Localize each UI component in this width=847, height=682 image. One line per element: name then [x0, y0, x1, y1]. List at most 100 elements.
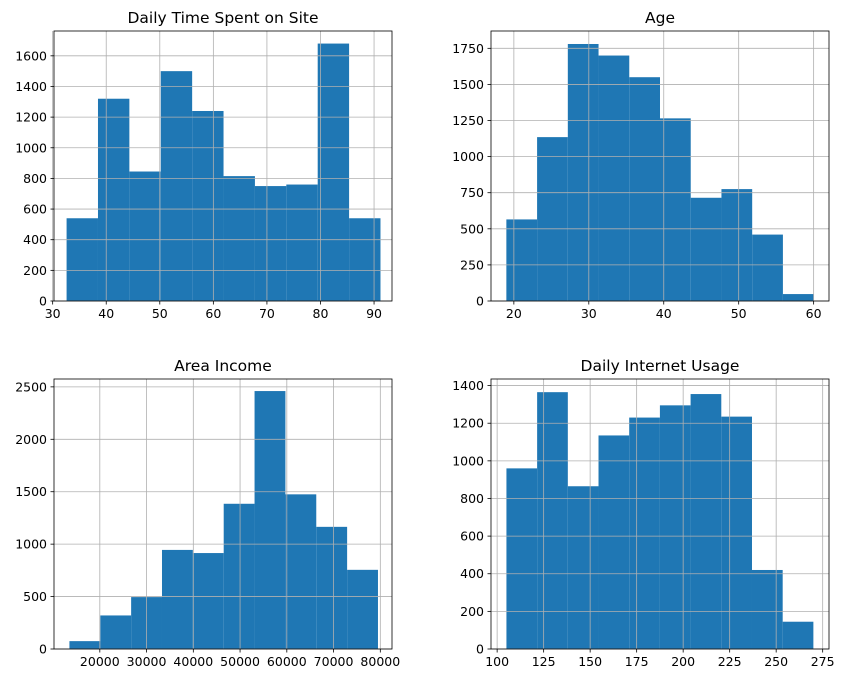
chart-3-bar — [69, 641, 101, 649]
chart-1-bar — [223, 176, 255, 301]
chart-2-y-tick-label: 1500 — [452, 77, 484, 92]
chart-4-x-tick-label: 200 — [671, 654, 695, 669]
chart-4-bar — [629, 417, 660, 649]
chart-3-bar — [285, 494, 317, 649]
chart-2-title: Age — [645, 9, 675, 27]
subplot-age: 20 30 40 50 60 0 250 500 750 1000 1250 1500 1750 Age — [452, 9, 830, 321]
chart-1-x-tick-label: 90 — [366, 306, 382, 321]
chart-1-y-tick-label: 800 — [23, 171, 47, 186]
chart-4-bar — [537, 392, 568, 649]
chart-3-y-tick-label: 2500 — [15, 379, 47, 394]
chart-2-bar — [690, 197, 722, 301]
chart-2-bar — [567, 43, 599, 301]
chart-3-y-tick-label: 1000 — [15, 537, 47, 552]
chart-2-bar — [721, 189, 753, 301]
chart-4-bar — [751, 569, 783, 649]
chart-2-y-tick-label: 1000 — [452, 149, 484, 164]
chart-2-y-tick-label: 1750 — [452, 41, 484, 56]
chart-4-y-tick-label: 0 — [476, 642, 484, 657]
subplot-daily-time-spent-on-site: 30 40 50 60 70 80 90 0 200 400 600 800 1000 1200 1400 1… — [15, 9, 393, 321]
chart-3-x-tick-label: 20000 — [80, 654, 120, 669]
chart-1-y-tick-label: 400 — [23, 232, 47, 247]
chart-1-bar — [66, 218, 98, 301]
chart-1-x-tick-label: 50 — [152, 306, 168, 321]
chart-4-y-tick-label: 600 — [460, 529, 484, 544]
chart-1-x-tick-label: 40 — [98, 306, 114, 321]
chart-3-x-tick-label: 80000 — [360, 654, 400, 669]
chart-2-bar — [660, 118, 691, 302]
chart-1-title: Daily Time Spent on Site — [127, 9, 318, 27]
chart-1-x-tick-label: 30 — [45, 306, 61, 321]
chart-3-bar — [223, 503, 255, 649]
chart-4-bar — [598, 435, 630, 649]
chart-4-bar — [659, 405, 691, 649]
chart-2-bar — [752, 234, 783, 301]
chart-2-bar — [537, 137, 568, 301]
chart-4-y-tick-label: 1000 — [452, 453, 484, 468]
chart-3-bar — [316, 526, 348, 649]
chart-2-y-tick-label: 1250 — [452, 113, 484, 128]
chart-4-x-tick-label: 250 — [764, 654, 788, 669]
chart-1-bar — [160, 71, 193, 302]
chart-3-x-tick-label: 50000 — [220, 654, 260, 669]
chart-3-bar — [254, 391, 286, 649]
chart-4-y-tick-label: 1200 — [452, 416, 484, 431]
chart-3-y-tick-label: 1500 — [15, 484, 47, 499]
chart-3-x-tick-label: 30000 — [127, 654, 167, 669]
chart-3-x-tick-label: 70000 — [314, 654, 354, 669]
chart-1-x-tick-label: 70 — [259, 306, 275, 321]
chart-1-y-tick-label: 1600 — [15, 48, 47, 63]
chart-4-y-tick-label: 200 — [460, 604, 484, 619]
chart-2-axes-frame — [490, 30, 830, 302]
chart-1-y-tick-label: 1400 — [15, 79, 47, 94]
chart-4-x-tick-label: 100 — [485, 654, 509, 669]
chart-2-x-tick-label: 20 — [506, 306, 522, 321]
chart-1-x-tick-label: 80 — [313, 306, 329, 321]
chart-4-x-tick-label: 150 — [578, 654, 602, 669]
chart-4-x-tick-label: 125 — [532, 654, 556, 669]
chart-1-y-tick-label: 200 — [23, 263, 47, 278]
chart-2-x-tick-label: 40 — [656, 306, 672, 321]
chart-4-bar — [506, 468, 538, 649]
chart-3-x-tick-label: 60000 — [267, 654, 307, 669]
chart-1-y-tick-label: 1000 — [15, 140, 47, 155]
chart-1-y-tick-label: 1200 — [15, 110, 47, 125]
chart-3-bar — [100, 615, 132, 649]
chart-3-bar — [192, 553, 224, 649]
chart-1-bar — [254, 186, 287, 301]
chart-3-y-tick-label: 2000 — [15, 432, 47, 447]
chart-4-bar — [690, 394, 722, 649]
chart-1-bar — [129, 171, 161, 301]
chart-4-bar — [721, 416, 752, 649]
chart-3-axes-frame — [53, 378, 393, 650]
chart-3-bar — [347, 569, 378, 649]
chart-2-x-tick-label: 60 — [806, 306, 822, 321]
chart-2-y-tick-label: 750 — [460, 185, 484, 200]
chart-4-bar — [567, 486, 599, 649]
chart-1-y-tick-label: 0 — [39, 294, 47, 309]
chart-2-bar — [506, 219, 538, 301]
chart-3-x-tick-label: 40000 — [173, 654, 213, 669]
chart-3-bar — [161, 549, 193, 649]
chart-4-title: Daily Internet Usage — [581, 357, 740, 375]
chart-1-y-tick-label: 600 — [23, 202, 47, 217]
chart-3-y-tick-label: 500 — [23, 589, 47, 604]
subplot-daily-internet-usage: 100 125 150 175 200 225 250 275 0 200 400 600 800 100… — [452, 357, 834, 669]
chart-1-bar — [286, 184, 318, 301]
subplot-area-income: 20000 30000 40000 50000 60000 70000 80000 0 500 1… — [15, 357, 400, 669]
chart-4-x-tick-label: 225 — [718, 654, 742, 669]
chart-4-x-tick-label: 275 — [811, 654, 835, 669]
chart-1-bar — [349, 218, 381, 301]
chart-1-x-tick-label: 60 — [205, 306, 221, 321]
chart-2-y-tick-label: 250 — [460, 257, 484, 272]
chart-3-y-tick-label: 0 — [39, 642, 47, 657]
chart-4-y-tick-label: 400 — [460, 566, 484, 581]
chart-2-y-tick-label: 500 — [460, 221, 484, 236]
chart-1-bar — [97, 98, 130, 301]
chart-2-bar — [782, 294, 814, 301]
chart-4-bar — [782, 621, 814, 649]
chart-4-axes-frame — [490, 378, 830, 650]
chart-4-y-tick-label: 1400 — [452, 378, 484, 393]
chart-4-x-tick-label: 175 — [625, 654, 649, 669]
